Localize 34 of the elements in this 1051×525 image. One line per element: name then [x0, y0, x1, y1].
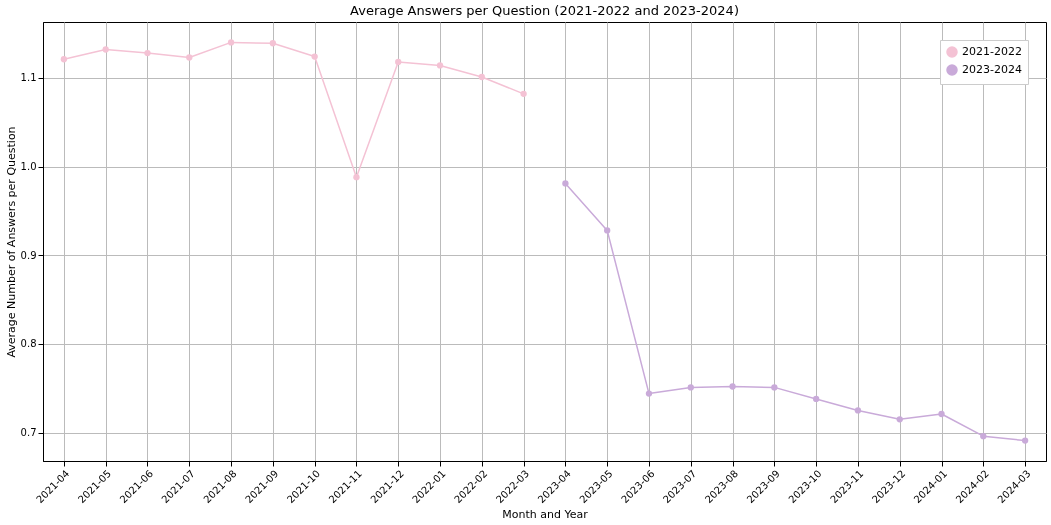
x-axis-title: Month and Year	[502, 508, 589, 522]
point	[395, 58, 402, 66]
point	[645, 390, 653, 397]
point	[227, 39, 235, 46]
point	[604, 227, 611, 234]
y-tick-label: 1.0	[20, 161, 37, 173]
y-axis-title: Average Number of Answers per Question	[4, 126, 18, 358]
point	[478, 73, 485, 81]
point	[687, 384, 694, 391]
point	[186, 54, 193, 61]
point	[854, 407, 862, 414]
y-tick-label: 1.1	[20, 72, 37, 84]
y-tick-label: 0.8	[20, 338, 37, 350]
point	[144, 49, 151, 57]
point	[771, 384, 778, 391]
legend-label: 2021-2022	[962, 45, 1022, 58]
point	[102, 46, 109, 53]
point	[60, 56, 68, 63]
y-tick-label: 0.9	[20, 249, 37, 261]
point	[353, 174, 360, 181]
point	[812, 395, 820, 403]
chart-title: Average Answers per Question (2021-2022 and 2023-2024)	[350, 3, 739, 18]
point	[269, 40, 277, 47]
point	[1021, 437, 1029, 444]
point	[520, 90, 527, 97]
point	[436, 62, 444, 69]
point	[980, 433, 987, 440]
point	[562, 180, 569, 187]
point	[729, 383, 736, 390]
point	[311, 53, 318, 60]
point	[896, 416, 903, 423]
point	[938, 410, 945, 418]
y-tick-label: 0.7	[20, 427, 37, 439]
legend-label: 2023-2024	[962, 63, 1022, 76]
